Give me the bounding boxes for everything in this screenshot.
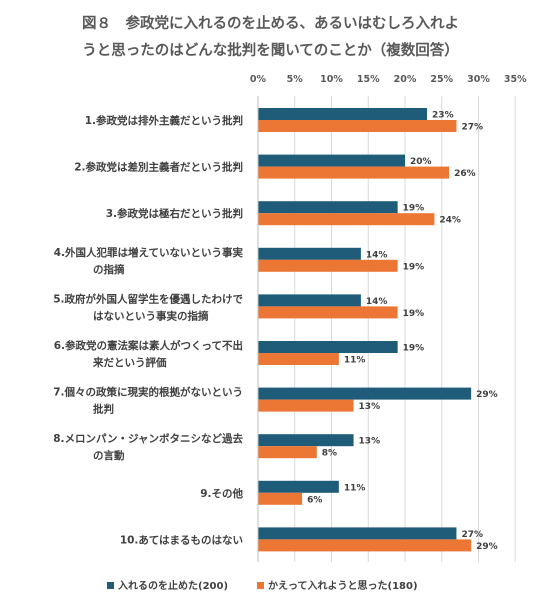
x-tick-label: 30% [467,74,490,85]
category-label: 8.メロンパン・ジャンボタニシなど過去 [53,432,243,445]
data-label: 19% [403,204,425,214]
bar [258,166,450,179]
bar [258,294,361,307]
data-label: 20% [410,157,432,167]
legend-label: 入れるのを止めた(200) [118,579,228,592]
bar [258,353,339,365]
category-label: 5.政府が外国人留学生を優遇したわけで [53,292,243,305]
category-label: 7.個々の政策に現実的根拠がないという [53,386,243,399]
category-label-line2: の指摘 [93,263,125,276]
data-label: 27% [461,530,483,540]
data-label: 14% [366,250,388,260]
category-label: 4.外国人犯罪は増えていないという事実 [54,246,244,259]
data-label: 8% [322,449,337,459]
bar [258,480,339,493]
data-label: 11% [344,483,366,493]
bar [258,201,398,214]
x-tick-label: 5% [287,74,304,85]
bar [258,399,354,412]
chart-title-line2: うと思ったのはどんな批判を聞いてのことか（複数回答） [82,43,459,59]
data-label: 11% [344,356,366,366]
bar [258,247,361,260]
category-label: 10.あてはまるものはない [120,533,243,546]
bar [258,341,398,353]
data-label: 26% [454,169,476,179]
data-label: 29% [476,542,498,552]
legend-swatch [257,582,264,589]
data-label: 24% [439,216,461,226]
category-label-line2: 批判 [93,403,114,416]
bar [258,387,472,400]
category-label: 1.参政党は排外主義だという批判 [85,114,243,127]
x-tick-label: 0% [250,74,267,85]
bar [258,120,457,132]
category-label-line2: はないという事実の指摘 [93,309,209,322]
data-label: 23% [432,111,454,121]
bar [258,539,472,552]
bar [258,259,398,272]
bar [258,446,317,459]
bar [258,492,303,505]
legend-swatch [107,582,114,589]
data-label: 19% [403,344,425,354]
category-label-line2: の言動 [93,449,125,462]
bar [258,434,354,447]
data-label: 19% [403,309,425,319]
category-label: 2.参政党は差別主義者だという批判 [74,161,243,174]
legend-label: かえって入れようと思った(180) [268,580,418,592]
x-tick-label: 15% [357,74,380,85]
data-label: 6% [307,495,322,505]
bar [258,527,457,540]
data-label: 19% [403,262,425,272]
bar [258,154,405,167]
bar [258,213,435,226]
bar [258,108,428,120]
x-tick-label: 20% [394,74,417,85]
category-label: 9.その他 [200,487,243,500]
data-label: 13% [359,402,381,412]
x-tick-label: 35% [504,74,527,85]
x-tick-label: 10% [320,74,343,85]
x-tick-label: 25% [430,74,453,85]
data-label: 27% [461,123,483,133]
category-label: 3.参政党は極右だという批判 [106,207,243,220]
data-label: 13% [359,437,381,447]
data-label: 29% [476,390,498,400]
data-label: 14% [366,297,388,307]
bar [258,306,398,319]
category-label: 6.参政党の憲法案は素人がつくって不出 [54,339,243,352]
category-label-line2: 来だという評価 [92,356,167,369]
chart-title-line1: 図８ 参政党に入れるのを止める、あるいはむしろ入れよ [82,16,459,32]
